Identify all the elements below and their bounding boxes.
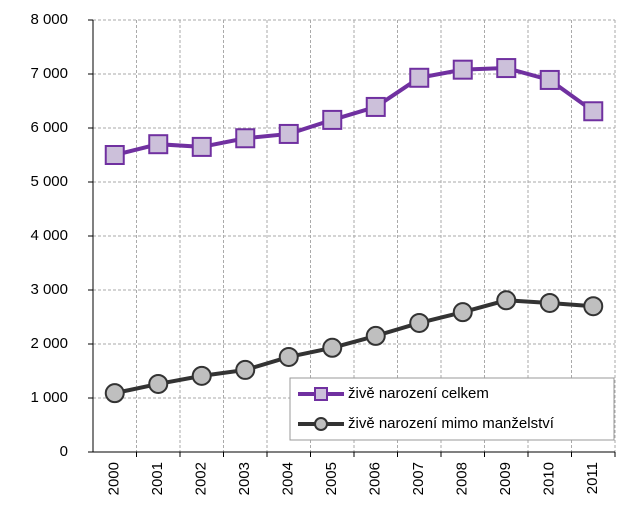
data-point <box>365 325 386 346</box>
y-tick-label: 0 <box>60 443 68 460</box>
y-tick-label: 8 000 <box>30 11 68 28</box>
x-tick-label: 2008 <box>454 462 471 495</box>
y-tick-label: 2 000 <box>30 335 68 352</box>
data-point <box>539 292 560 313</box>
x-tick-label: 2011 <box>584 462 601 494</box>
x-tick-label: 2003 <box>236 462 253 495</box>
data-point <box>191 136 212 157</box>
data-point <box>235 359 256 380</box>
data-point <box>278 123 299 144</box>
y-tick-label: 1 000 <box>30 389 68 406</box>
x-tick-label: 2009 <box>497 462 514 495</box>
data-point <box>104 383 125 404</box>
legend-label: živě narození celkem <box>348 385 489 402</box>
data-point <box>452 302 473 323</box>
data-point <box>409 312 430 333</box>
data-point <box>278 346 299 367</box>
y-tick-label: 3 000 <box>30 281 68 298</box>
y-tick-label: 7 000 <box>30 65 68 82</box>
data-point <box>322 337 343 358</box>
data-point <box>235 128 256 149</box>
data-point <box>539 69 560 90</box>
x-tick-label: 2007 <box>410 462 427 495</box>
legend-marker <box>314 387 328 401</box>
data-point <box>322 109 343 130</box>
x-tick-label: 2001 <box>149 462 166 495</box>
x-tick-label: 2005 <box>323 462 340 495</box>
x-tick-label: 2004 <box>280 462 297 495</box>
data-point <box>583 296 604 317</box>
y-tick-label: 4 000 <box>30 227 68 244</box>
data-point <box>148 134 169 155</box>
data-point <box>104 145 125 165</box>
y-tick-label: 6 000 <box>30 119 68 136</box>
data-point <box>365 96 386 117</box>
data-point <box>148 373 169 394</box>
legend-marker <box>314 417 328 431</box>
y-tick-label: 5 000 <box>30 173 68 190</box>
data-point <box>409 67 430 88</box>
data-point <box>452 59 473 80</box>
data-point <box>496 58 517 79</box>
x-tick-label: 2006 <box>367 462 384 495</box>
data-point <box>496 290 517 311</box>
x-tick-label: 2002 <box>193 462 210 495</box>
legend-label: živě narození mimo manželství <box>348 415 555 432</box>
x-tick-label: 2000 <box>106 462 123 495</box>
data-point <box>583 101 604 122</box>
x-tick-label: 2010 <box>541 462 558 495</box>
legend-box <box>289 377 615 441</box>
data-point <box>191 365 212 386</box>
